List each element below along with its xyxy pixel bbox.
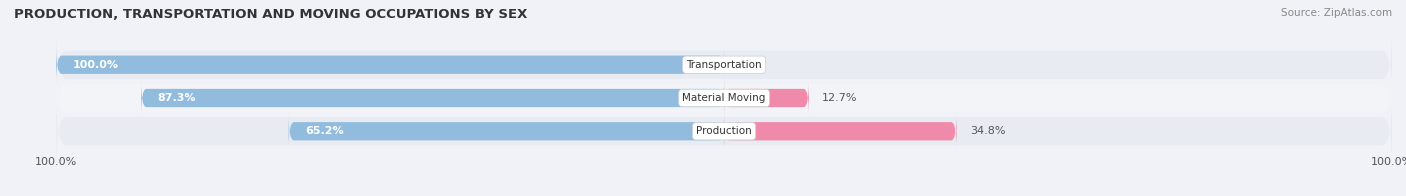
FancyBboxPatch shape xyxy=(56,95,1392,167)
Text: 100.0%: 100.0% xyxy=(73,60,120,70)
Text: 0.0%: 0.0% xyxy=(738,60,766,70)
FancyBboxPatch shape xyxy=(141,81,724,115)
Text: PRODUCTION, TRANSPORTATION AND MOVING OCCUPATIONS BY SEX: PRODUCTION, TRANSPORTATION AND MOVING OC… xyxy=(14,8,527,21)
FancyBboxPatch shape xyxy=(724,81,808,115)
Text: Material Moving: Material Moving xyxy=(682,93,766,103)
FancyBboxPatch shape xyxy=(724,114,956,149)
Text: 12.7%: 12.7% xyxy=(823,93,858,103)
FancyBboxPatch shape xyxy=(56,47,724,82)
Text: Transportation: Transportation xyxy=(686,60,762,70)
Text: Source: ZipAtlas.com: Source: ZipAtlas.com xyxy=(1281,8,1392,18)
Text: 34.8%: 34.8% xyxy=(970,126,1005,136)
FancyBboxPatch shape xyxy=(288,114,724,149)
Text: Production: Production xyxy=(696,126,752,136)
Text: 65.2%: 65.2% xyxy=(305,126,344,136)
FancyBboxPatch shape xyxy=(56,29,1392,101)
Text: 87.3%: 87.3% xyxy=(157,93,197,103)
FancyBboxPatch shape xyxy=(56,62,1392,134)
